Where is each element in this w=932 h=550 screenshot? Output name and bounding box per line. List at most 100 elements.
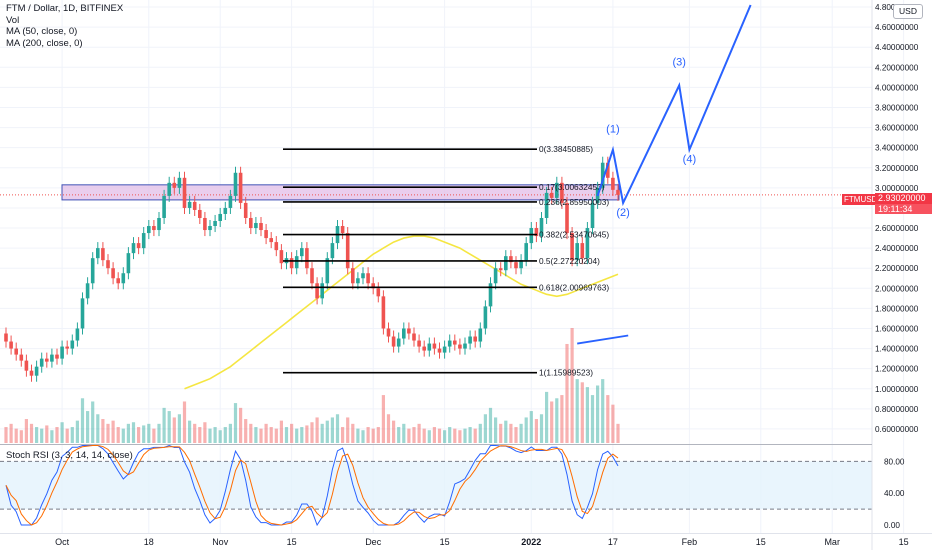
volume-bar bbox=[193, 423, 197, 443]
candle-body bbox=[509, 256, 513, 263]
candle-body bbox=[152, 226, 156, 231]
candle-body bbox=[575, 243, 579, 261]
volume-bar bbox=[509, 423, 513, 443]
rsi-tick-label: 40.00 bbox=[884, 489, 905, 498]
volume-bar bbox=[29, 423, 34, 443]
candle-body bbox=[402, 328, 406, 339]
candle-body bbox=[539, 217, 544, 237]
volume-bar bbox=[534, 419, 538, 443]
volume-bar bbox=[305, 425, 309, 443]
candle-body bbox=[427, 343, 432, 351]
volume-bar bbox=[300, 427, 304, 443]
candle-body bbox=[493, 268, 498, 284]
candle-body bbox=[60, 346, 64, 359]
volume-bar bbox=[320, 423, 324, 443]
candle-body bbox=[75, 328, 80, 341]
volume-bar bbox=[91, 401, 95, 443]
x-tick-label: Nov bbox=[212, 537, 229, 547]
volume-bar bbox=[519, 423, 523, 443]
fibonacci-levels: 0(3.38450885) 0.17(3.00632453) 0.236(2.859… bbox=[283, 144, 609, 378]
currency-button[interactable]: USD bbox=[893, 4, 923, 19]
candle-body bbox=[85, 283, 90, 299]
volume-bar bbox=[60, 422, 64, 443]
y-tick-label: 2.20000000 bbox=[875, 264, 919, 273]
y-tick-label: 1.20000000 bbox=[875, 365, 919, 374]
volume-bar bbox=[341, 427, 345, 443]
candle-body bbox=[4, 333, 8, 342]
volume-bar bbox=[269, 427, 273, 443]
candle-body bbox=[90, 258, 95, 284]
candle-body bbox=[555, 182, 559, 198]
volume-bar bbox=[392, 420, 396, 443]
volume-bar bbox=[65, 428, 69, 443]
volume-bar bbox=[45, 425, 49, 443]
candle-body bbox=[488, 283, 493, 307]
candle-body bbox=[208, 226, 212, 231]
candle-body bbox=[611, 177, 615, 190]
candle-body bbox=[172, 182, 177, 188]
candle-body bbox=[249, 217, 253, 229]
volume-bar bbox=[157, 423, 161, 443]
volume-bar bbox=[427, 430, 431, 443]
candle-body bbox=[203, 217, 207, 231]
candle-body bbox=[585, 228, 590, 259]
y-tick-label: 4.40000000 bbox=[875, 43, 919, 52]
volume-bar bbox=[539, 414, 544, 443]
volume-bar bbox=[4, 427, 8, 443]
volume-bar bbox=[412, 427, 416, 443]
candle-body bbox=[442, 346, 447, 353]
volume-bar bbox=[223, 427, 227, 443]
candle-body bbox=[238, 172, 243, 203]
volume-bar bbox=[142, 425, 146, 443]
candle-body bbox=[147, 226, 151, 234]
candle-body bbox=[65, 346, 69, 349]
volume-bar bbox=[494, 417, 498, 443]
rsi-legend: Stoch RSI (3, 3, 14, 14, close) bbox=[6, 450, 133, 461]
volume-bar bbox=[346, 417, 350, 443]
volume-bar bbox=[325, 420, 329, 443]
volume-bar bbox=[453, 428, 457, 443]
volume-bar bbox=[488, 407, 493, 443]
volume-bar bbox=[330, 417, 334, 443]
volume-bar bbox=[443, 430, 447, 443]
candle-body bbox=[447, 340, 452, 347]
wave-path bbox=[596, 4, 752, 207]
volume-bar bbox=[218, 430, 222, 443]
candle-body bbox=[325, 258, 330, 284]
candle-body bbox=[534, 228, 539, 237]
candle-body bbox=[560, 182, 564, 203]
volume-bar bbox=[335, 414, 340, 443]
candle-body bbox=[269, 238, 273, 243]
candle-body bbox=[412, 333, 416, 341]
candle-body bbox=[453, 340, 457, 345]
volume-bar bbox=[75, 420, 79, 443]
candle-body bbox=[422, 346, 426, 351]
y-tick-label: 3.60000000 bbox=[875, 124, 919, 133]
candle-body bbox=[315, 283, 319, 299]
chart-legend: FTM / Dollar, 1D, BITFINEX Vol MA (50, c… bbox=[6, 3, 123, 49]
candle-body bbox=[498, 268, 503, 271]
candle-body bbox=[116, 278, 120, 284]
volume-bar bbox=[96, 414, 100, 443]
candle-body bbox=[55, 354, 59, 359]
volume-bar bbox=[50, 430, 54, 443]
candle-body bbox=[565, 202, 569, 234]
candle-body bbox=[570, 233, 574, 261]
candle-body bbox=[432, 343, 437, 349]
rsi-tick-label: 0.00 bbox=[884, 521, 900, 530]
candle-body bbox=[549, 192, 554, 198]
volume-bar bbox=[407, 428, 411, 443]
candle-body bbox=[50, 354, 54, 362]
volume-bar bbox=[458, 430, 462, 443]
volume-bar bbox=[137, 427, 141, 443]
volume-bar bbox=[570, 328, 574, 443]
candle-body bbox=[126, 253, 131, 274]
candle-body bbox=[106, 260, 110, 269]
y-tick-label: 2.40000000 bbox=[875, 244, 919, 253]
candle-body bbox=[544, 192, 549, 218]
volume-bar bbox=[295, 428, 299, 443]
volume-bar bbox=[86, 411, 90, 443]
grid bbox=[0, 0, 905, 533]
